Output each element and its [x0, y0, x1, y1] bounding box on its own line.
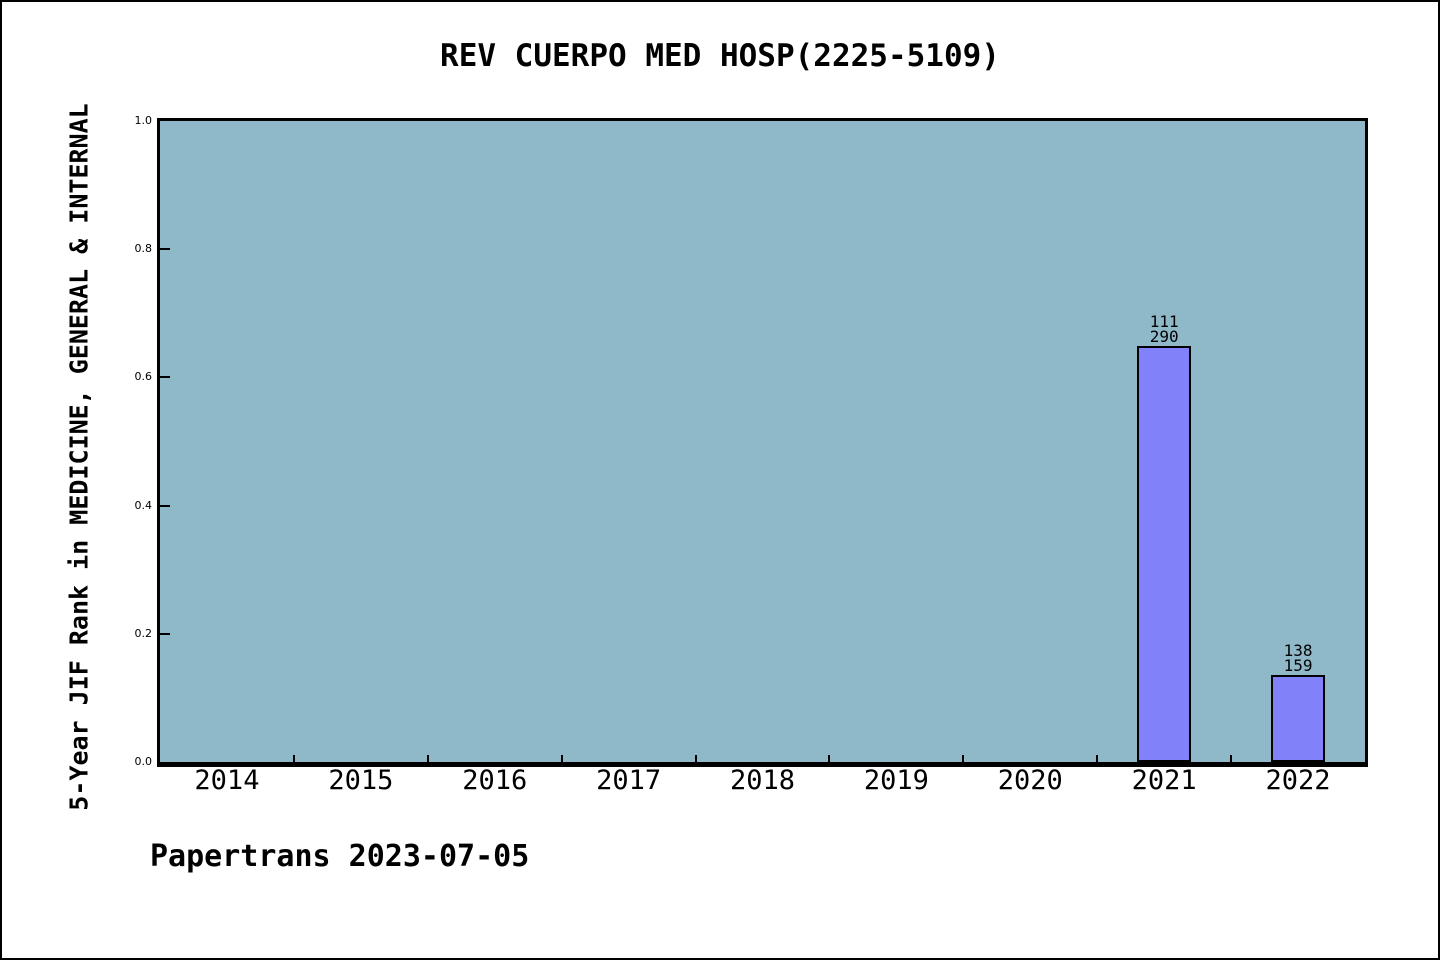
- y-tick-label: 1.0: [134, 114, 153, 127]
- x-tick: [426, 755, 429, 762]
- watermark-text: Papertrans 2023-07-05: [150, 839, 530, 874]
- chart-title: REV CUERPO MED HOSP(2225-5109): [440, 38, 1000, 74]
- bar-2021: [1137, 346, 1192, 762]
- x-tick-label: 2022: [1265, 765, 1331, 796]
- x-tick-label: 2021: [1131, 765, 1197, 796]
- x-tick: [1230, 755, 1233, 762]
- x-tick: [694, 755, 697, 762]
- x-tick: [828, 755, 831, 762]
- y-tick-label: 0.4: [134, 498, 153, 512]
- y-tick: [160, 504, 170, 507]
- y-tick: [160, 248, 170, 251]
- x-tick-label: 2020: [997, 765, 1063, 796]
- y-axis-label: 5-Year JIF Rank in MEDICINE, GENERAL & I…: [64, 103, 94, 811]
- plot-area: 111 290 138 159: [157, 118, 1368, 767]
- x-tick: [1096, 755, 1099, 762]
- y-tick-label: 0.0: [134, 755, 153, 768]
- x-tick: [962, 755, 965, 762]
- x-tick-label: 2019: [863, 765, 929, 796]
- x-tick-label: 2017: [596, 765, 662, 796]
- y-tick-label: 0.2: [134, 626, 153, 640]
- x-tick-label: 2018: [729, 765, 796, 796]
- x-tick: [292, 755, 295, 762]
- y-tick-label: 0.8: [134, 242, 153, 256]
- y-tick: [160, 376, 170, 379]
- x-tick-label: 2015: [328, 765, 394, 796]
- x-tick-label: 2014: [194, 765, 260, 796]
- x-tick: [560, 755, 563, 762]
- bar-value-label: 111 290: [1149, 312, 1179, 346]
- bar-value-label: 138 159: [1283, 640, 1313, 675]
- y-tick-label: 0.6: [134, 370, 153, 384]
- x-tick-label: 2016: [462, 765, 528, 796]
- bar-2022: [1271, 674, 1326, 762]
- y-tick: [160, 632, 170, 635]
